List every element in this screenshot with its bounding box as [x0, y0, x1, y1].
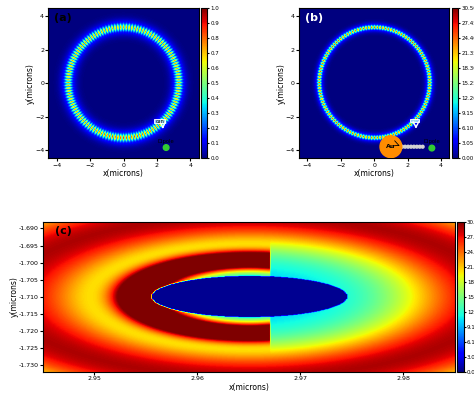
Circle shape: [380, 136, 402, 158]
X-axis label: x(microns): x(microns): [103, 169, 144, 178]
Circle shape: [401, 145, 404, 148]
Text: Dipole: Dipole: [158, 138, 174, 144]
Text: (a): (a): [55, 12, 72, 22]
Circle shape: [429, 145, 435, 151]
Text: (b): (b): [305, 12, 323, 22]
Text: Au: Au: [386, 144, 396, 149]
Text: (c): (c): [55, 226, 72, 236]
Circle shape: [404, 145, 407, 148]
Y-axis label: y(microns): y(microns): [276, 63, 285, 104]
Circle shape: [164, 145, 169, 150]
Circle shape: [412, 145, 415, 148]
Text: can: can: [155, 119, 164, 124]
Circle shape: [410, 145, 412, 148]
X-axis label: x(microns): x(microns): [228, 382, 269, 392]
Circle shape: [407, 145, 410, 148]
Circle shape: [415, 145, 418, 148]
Y-axis label: y(microns): y(microns): [9, 276, 18, 317]
Bar: [155, 119, 165, 123]
Bar: [410, 119, 419, 122]
Circle shape: [421, 145, 424, 148]
X-axis label: x(microns): x(microns): [354, 169, 395, 178]
Text: Dipole: Dipole: [423, 138, 440, 144]
Circle shape: [419, 145, 421, 148]
Y-axis label: y(microns): y(microns): [26, 63, 35, 104]
